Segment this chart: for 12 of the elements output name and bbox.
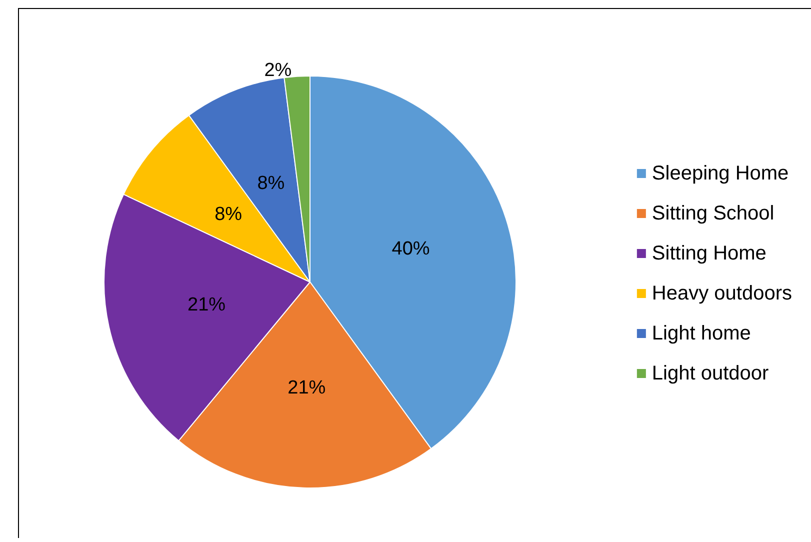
data-label: 2% bbox=[264, 60, 292, 81]
legend-label: Sleeping Home bbox=[652, 162, 789, 184]
legend-label: Sitting School bbox=[652, 202, 774, 224]
legend-label: Heavy outdoors bbox=[652, 282, 792, 304]
data-label: 8% bbox=[257, 172, 285, 194]
data-label: 40% bbox=[392, 238, 430, 260]
legend-label: Sitting Home bbox=[652, 242, 766, 264]
legend-label: Light home bbox=[652, 322, 751, 344]
data-label: 21% bbox=[288, 377, 326, 398]
data-label: 8% bbox=[214, 204, 242, 225]
legend-label: Light outdoor bbox=[652, 362, 770, 384]
data-label: 21% bbox=[188, 294, 226, 316]
